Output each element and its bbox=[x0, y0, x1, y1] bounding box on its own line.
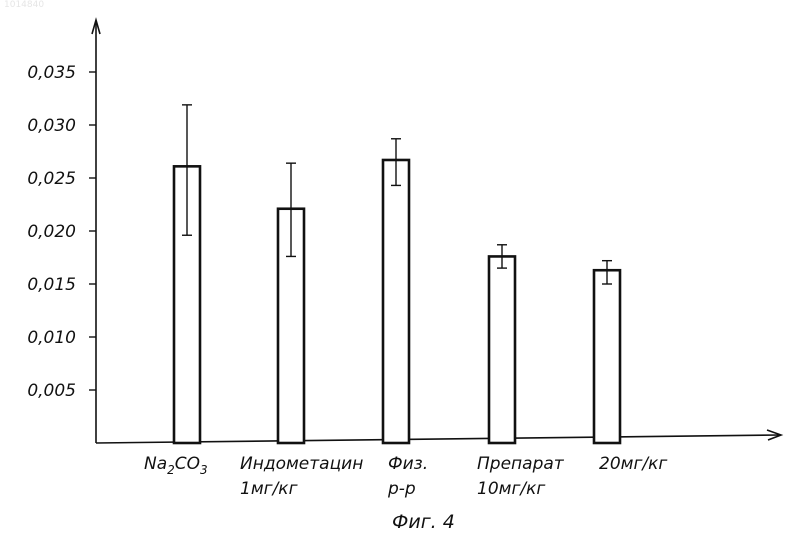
category-labels: Na2CO3 Индометацин 1мг/кг Физ. р-р Препарат 10… bbox=[144, 454, 667, 499]
category-label: Физ. bbox=[388, 454, 428, 474]
figure-caption: Фиг. 4 bbox=[392, 511, 455, 533]
bar bbox=[489, 256, 515, 443]
bar bbox=[594, 270, 620, 443]
category-label: 20мг/кг bbox=[599, 454, 667, 474]
category-label: Na2CO3 bbox=[144, 454, 208, 477]
bars bbox=[174, 160, 620, 443]
category-label: 1мг/кг bbox=[240, 479, 298, 499]
y-tick-label: 0,030 bbox=[27, 116, 76, 136]
y-tick-label: 0,015 bbox=[27, 275, 76, 295]
category-label: р-р bbox=[387, 479, 416, 499]
y-tick-label: 0,020 bbox=[27, 222, 76, 242]
y-tick-label: 0,035 bbox=[27, 63, 76, 83]
category-label: Препарат bbox=[477, 454, 565, 474]
y-tick-label: 0,025 bbox=[27, 169, 76, 189]
y-tick-label: 0,010 bbox=[27, 328, 76, 348]
category-label: Индометацин bbox=[240, 454, 363, 474]
bar bbox=[383, 160, 409, 443]
y-ticks: 0,005 0,010 0,015 0,020 0,025 0,030 0,035 bbox=[27, 63, 96, 401]
category-label: 10мг/кг bbox=[477, 479, 545, 499]
y-tick-label: 0,005 bbox=[27, 381, 76, 401]
